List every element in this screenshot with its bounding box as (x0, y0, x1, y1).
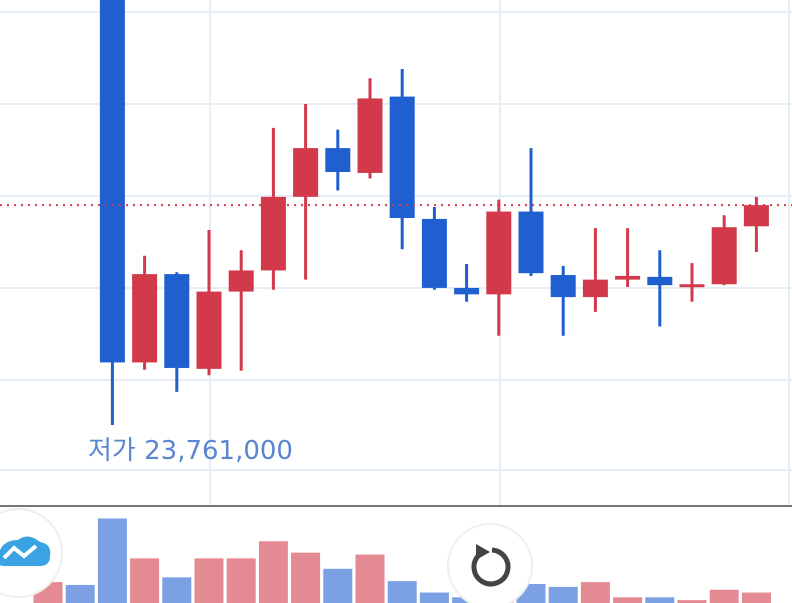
volume-bar (387, 581, 417, 603)
volume-bar (645, 597, 675, 603)
candle-body (99, 0, 125, 363)
candle-body (357, 98, 383, 173)
candle-body (389, 96, 415, 219)
volume-bar (709, 589, 739, 603)
volume-bar (258, 541, 288, 603)
volume-bar (194, 558, 224, 603)
volume-bar (548, 586, 578, 603)
indicator-button[interactable] (0, 508, 63, 598)
volume-bar (226, 558, 256, 603)
volume-bar (130, 558, 160, 603)
volume-bar (613, 597, 643, 603)
candle-body (550, 275, 576, 298)
candle-body (132, 274, 158, 363)
candle-body (486, 211, 512, 295)
refresh-icon (471, 547, 511, 587)
volume-bar (580, 582, 610, 603)
candle-body (421, 218, 447, 288)
volume-bar (419, 592, 449, 603)
volume-bar (291, 552, 321, 603)
candle-body (196, 291, 222, 369)
candle-body (228, 270, 254, 292)
candle-body (164, 274, 190, 368)
candle-body (582, 279, 608, 298)
candle-body (454, 287, 480, 295)
volume-bar (741, 592, 771, 603)
candle-body (743, 205, 769, 227)
volume-bar (323, 568, 353, 603)
candle-body (647, 276, 673, 286)
volume-bar (677, 600, 707, 603)
refresh-button[interactable] (447, 523, 533, 603)
volume-bar (97, 518, 127, 603)
candle-body (518, 211, 544, 274)
volume-bar (355, 554, 385, 603)
cloud-icon (0, 536, 51, 566)
low-label: 저가 23,761,000 (88, 436, 293, 466)
candle-body (260, 196, 286, 271)
volume-bar (162, 577, 192, 603)
volume-bar (65, 584, 95, 603)
chart-icon (2, 544, 38, 560)
volume-pane (33, 518, 771, 603)
refresh-arrow (476, 544, 490, 560)
candle-body (615, 275, 641, 280)
candle-body (679, 284, 705, 288)
candle-body (325, 148, 351, 173)
price-pane (0, 0, 792, 425)
candle-body (293, 148, 319, 197)
candle-body (711, 227, 737, 285)
button-bg[interactable] (447, 523, 533, 603)
